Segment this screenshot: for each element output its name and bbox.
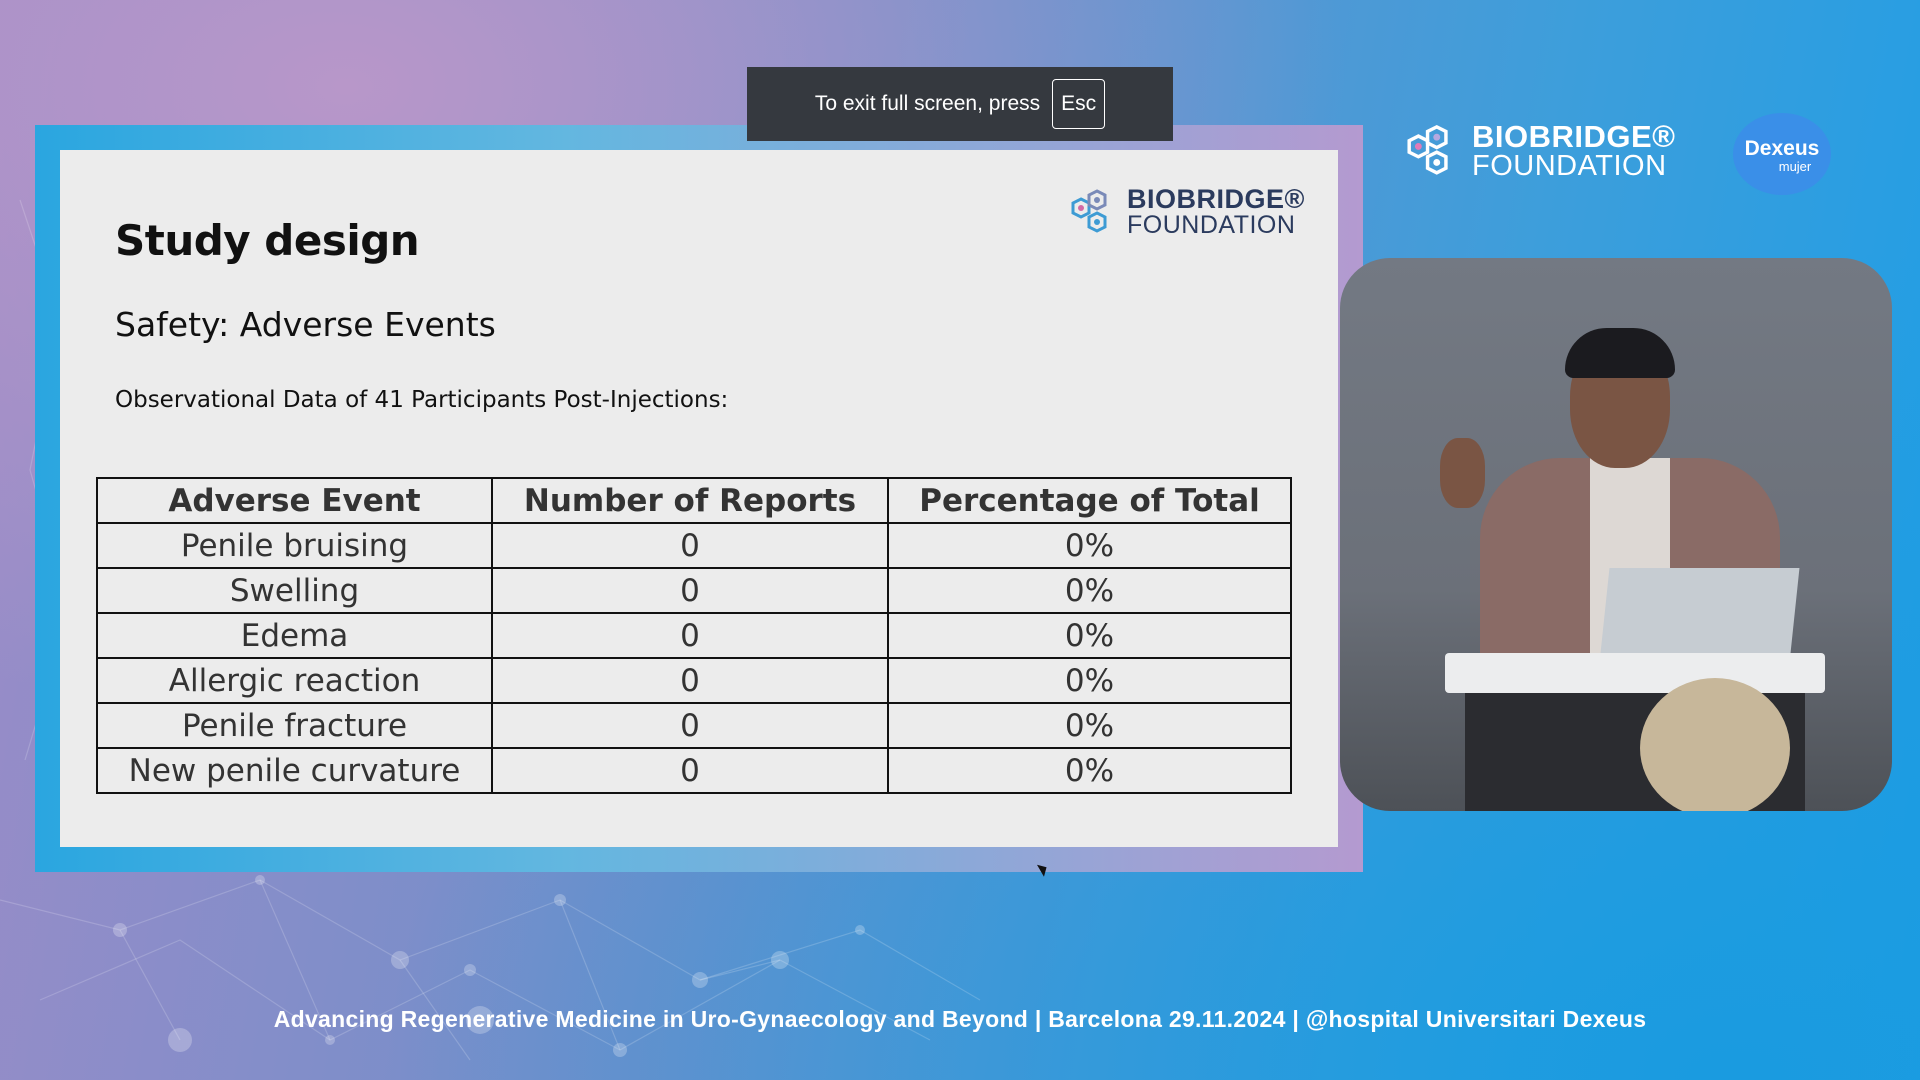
table-cell: 0 <box>491 612 889 659</box>
hexagon-logo-icon <box>1071 189 1107 233</box>
brand-logo-line1: BIOBRIDGE® <box>1472 119 1676 154</box>
table-cell: Penile bruising <box>96 522 493 569</box>
table-cell: 0 <box>491 522 889 569</box>
table-row: Edema 0 0% <box>96 612 1292 659</box>
table-cell: 0% <box>887 657 1292 704</box>
table-cell: Allergic reaction <box>96 657 493 704</box>
slide-logo-line1: BIOBRIDGE® <box>1127 184 1305 214</box>
podium <box>1445 653 1825 693</box>
table-cell: 0% <box>887 612 1292 659</box>
slide-logo-line2: FOUNDATION <box>1127 211 1296 239</box>
speaker-hand <box>1440 438 1485 508</box>
table-row: Penile bruising 0 0% <box>96 522 1292 569</box>
table-cell: Swelling <box>96 567 493 614</box>
dexeus-logo: Dexeus mujer <box>1733 113 1831 195</box>
speaker-hair <box>1565 328 1675 378</box>
table-row: Swelling 0 0% <box>96 567 1292 614</box>
slide-logo: BIOBRIDGE® FOUNDATION <box>1065 182 1305 242</box>
laptop <box>1600 568 1800 653</box>
table-cell: 0 <box>491 747 889 794</box>
hexagon-logo-icon <box>1407 124 1448 175</box>
speaker-video-feed <box>1340 258 1892 811</box>
table-row: New penile curvature 0 0% <box>96 747 1292 794</box>
table-row: Allergic reaction 0 0% <box>96 657 1292 704</box>
table-cell: 0% <box>887 747 1292 794</box>
slide-subtitle: Safety: Adverse Events <box>115 305 496 344</box>
slide-title: Study design <box>115 216 420 265</box>
event-footer: Advancing Regenerative Medicine in Uro-G… <box>273 1006 1647 1032</box>
slide-note: Observational Data of 41 Participants Po… <box>115 387 729 413</box>
fullscreen-exit-toast: To exit full screen, press Esc <box>747 67 1173 141</box>
table-header: Number of Reports <box>491 477 889 524</box>
table-cell: 0 <box>491 702 889 749</box>
table-cell: Penile fracture <box>96 702 493 749</box>
brand-logo-line2: FOUNDATION <box>1472 150 1667 182</box>
presentation-slide: Study design Safety: Adverse Events Obse… <box>60 150 1338 847</box>
table-cell: Edema <box>96 612 493 659</box>
table-cell: 0% <box>887 522 1292 569</box>
table-cell: 0% <box>887 702 1292 749</box>
biobridge-logo: BIOBRIDGE® FOUNDATION <box>1400 120 1676 182</box>
table-row: Penile fracture 0 0% <box>96 702 1292 749</box>
table-header: Percentage of Total <box>887 477 1292 524</box>
table-cell: 0% <box>887 567 1292 614</box>
table-cell: New penile curvature <box>96 747 493 794</box>
audience-head <box>1640 678 1790 811</box>
dexeus-logo-sub: mujer <box>1778 159 1812 174</box>
table-header-row: Adverse Event Number of Reports Percenta… <box>96 477 1292 524</box>
esc-key-button[interactable]: Esc <box>1052 79 1106 129</box>
adverse-events-table: Adverse Event Number of Reports Percenta… <box>96 477 1292 794</box>
table-cell: 0 <box>491 567 889 614</box>
table-cell: 0 <box>491 657 889 704</box>
table-header: Adverse Event <box>96 477 493 524</box>
dexeus-logo-name: Dexeus <box>1744 137 1820 160</box>
fullscreen-toast-text: To exit full screen, press <box>814 92 1041 115</box>
